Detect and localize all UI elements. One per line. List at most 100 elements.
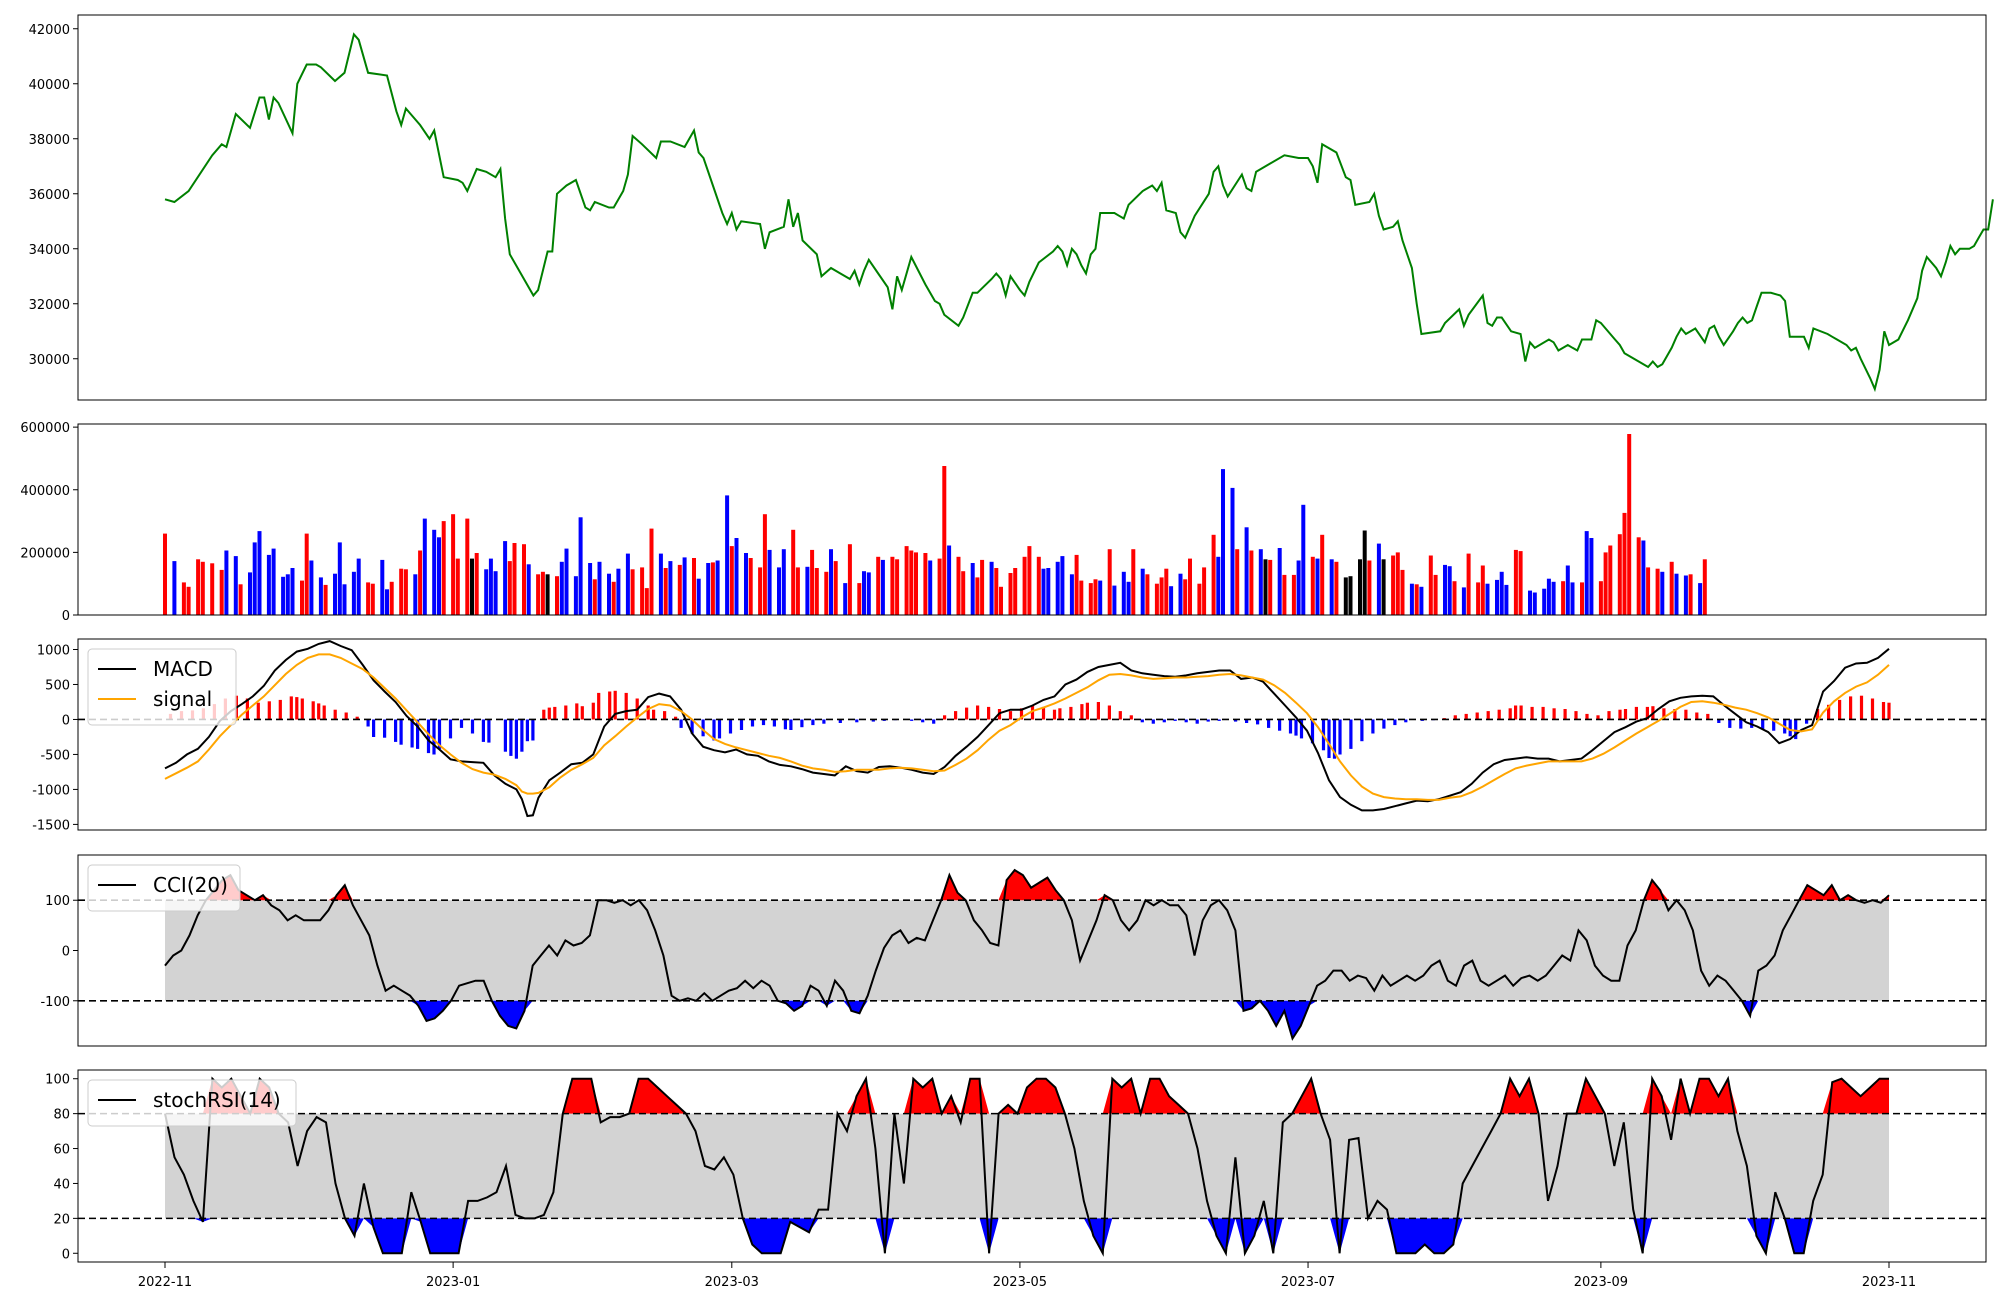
volume-bar	[1093, 579, 1098, 615]
macd-histogram-bar	[366, 719, 370, 727]
volume-bar	[1542, 588, 1547, 615]
volume-bar	[181, 582, 186, 615]
macd-histogram-bar	[1530, 706, 1534, 720]
macd-histogram-bar	[1069, 706, 1073, 720]
macd-histogram-bar	[322, 705, 326, 720]
macd-histogram-bar	[1096, 702, 1100, 720]
volume-bar	[389, 581, 394, 615]
volume-bar	[706, 563, 711, 615]
volume-bar	[512, 543, 517, 615]
volume-bar	[1221, 469, 1225, 615]
volume-bar	[1079, 580, 1084, 615]
volume-bar	[805, 566, 810, 615]
macd-histogram-bar	[1859, 695, 1864, 720]
macd-histogram-bar	[1486, 711, 1490, 720]
volume-bar	[1041, 568, 1046, 615]
volume-bar	[1528, 590, 1532, 615]
volume-bar	[1263, 559, 1268, 615]
volume-bar	[862, 571, 866, 615]
volume-bar	[578, 517, 583, 615]
date-axis: 2022-11 2023-01 2023-03 2023-05 2023-07 2023-…	[138, 1262, 1916, 1290]
volume-bar	[630, 569, 635, 615]
volume-bar	[1343, 577, 1348, 615]
volume-bar	[810, 549, 815, 615]
plot-area	[78, 424, 1986, 615]
macd-histogram-bar	[1673, 709, 1677, 720]
y-tick-label: 38000	[29, 133, 70, 148]
macd-histogram-bar	[1217, 719, 1221, 721]
volume-bar	[588, 563, 593, 615]
volume-bar	[1258, 549, 1263, 615]
macd-histogram-bar	[772, 719, 776, 727]
volume-bar	[186, 586, 191, 615]
volume-bar	[923, 553, 928, 615]
volume-bar	[1296, 560, 1301, 615]
volume-bar	[682, 557, 687, 615]
macd-histogram-bar	[553, 706, 557, 720]
volume-bar	[677, 564, 682, 615]
volume-bar	[1367, 560, 1372, 615]
macd-histogram-bar	[1360, 719, 1364, 742]
volume-bar	[1126, 581, 1131, 615]
volume-bar	[304, 533, 309, 615]
macd-histogram-bar	[1772, 719, 1776, 731]
volume-bar	[895, 559, 900, 615]
volume-bar	[271, 548, 276, 615]
macd-histogram-bar	[1827, 704, 1831, 720]
macd-histogram-bar	[333, 709, 337, 720]
plot-border	[77, 638, 1987, 831]
volume-bar	[767, 549, 772, 615]
volume-bar	[970, 563, 975, 615]
y-tick-label: 500	[45, 678, 70, 693]
volume-bar	[1476, 582, 1481, 615]
volume-bar	[413, 574, 418, 615]
macd-histogram-bar	[470, 719, 475, 734]
volume-bar	[1646, 567, 1651, 615]
macd-histogram-bar	[1552, 708, 1556, 720]
volume-bar	[1036, 556, 1041, 615]
volume-bar	[1022, 556, 1027, 615]
volume-bar	[540, 571, 545, 615]
volume-bar	[914, 552, 918, 615]
volume-bar	[337, 542, 342, 615]
macd-histogram-bar	[728, 719, 733, 734]
volume-bar	[658, 553, 663, 615]
y-tick-label: -100	[40, 995, 70, 1010]
volume-bar	[1376, 543, 1381, 615]
volume-bar	[1334, 561, 1339, 615]
volume-bar	[1518, 551, 1523, 615]
volume-bar	[597, 561, 602, 615]
volume-bar	[1291, 574, 1296, 615]
volume-bar	[1362, 530, 1367, 615]
oversold-fill	[165, 1000, 1889, 1039]
volume-bar	[729, 546, 734, 615]
volume-bar	[1249, 550, 1254, 615]
y-tick-label: 40000	[29, 78, 70, 93]
cci-panel: -100 0 100 CCI(20)	[40, 854, 1987, 1047]
volume-bar	[1235, 549, 1240, 615]
volume-bar	[762, 514, 767, 615]
volume-bar	[1561, 581, 1566, 615]
macd-histogram-bar	[410, 719, 414, 748]
macd-histogram-bar	[679, 719, 683, 728]
volume-bar	[300, 580, 304, 615]
macd-histogram-bar	[437, 719, 442, 749]
volume-bar	[200, 561, 205, 615]
volume-bar	[909, 550, 914, 615]
volume-bar	[616, 568, 621, 615]
macd-histogram-bar	[1338, 719, 1342, 755]
volume-bar	[1622, 512, 1627, 615]
macd-histogram-bar	[1541, 706, 1545, 720]
volume-bar	[385, 589, 389, 615]
macd-histogram-bar	[1085, 702, 1089, 720]
volume-bar	[1282, 574, 1287, 615]
volume-bar	[1452, 581, 1457, 615]
macd-histogram-bar	[1080, 704, 1084, 720]
macd-histogram-bar	[1382, 719, 1386, 729]
macd-histogram-bar	[580, 706, 584, 720]
macd-histogram-bar	[591, 702, 595, 720]
macd-histogram-bar	[921, 719, 925, 723]
volume-bar	[1310, 556, 1315, 615]
volume-bar	[644, 588, 649, 615]
volume-bar	[224, 550, 229, 615]
